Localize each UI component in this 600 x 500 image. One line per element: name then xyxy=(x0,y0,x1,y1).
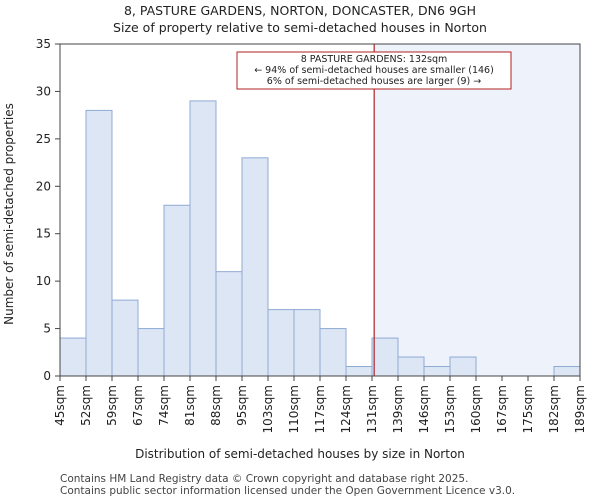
bar-110sqm xyxy=(293,309,321,377)
bar-95sqm xyxy=(241,157,269,377)
chart-title: 8, PASTURE GARDENS, NORTON, DONCASTER, D… xyxy=(124,3,476,18)
bar-117sqm xyxy=(319,328,347,377)
y-tick-label: 0 xyxy=(43,369,51,383)
annotation-line-2: ← 94% of semi-detached houses are smalle… xyxy=(254,65,494,76)
bar-103sqm xyxy=(267,309,295,377)
x-tick-label: 88sqm xyxy=(209,385,223,426)
y-axis: 0 5 10 15 20 25 30 35 xyxy=(36,37,60,383)
x-tick-label: 95sqm xyxy=(235,385,249,426)
bar-124sqm xyxy=(345,366,373,377)
footer: Contains HM Land Registry data © Crown c… xyxy=(60,473,515,497)
y-tick-label: 30 xyxy=(36,84,51,98)
x-axis-label: Distribution of semi-detached houses by … xyxy=(135,447,465,461)
x-tick-label: 175sqm xyxy=(521,385,535,433)
y-tick-label: 5 xyxy=(43,322,51,336)
bar-52sqm xyxy=(85,109,113,377)
bar-59sqm xyxy=(111,299,139,377)
y-tick-label: 20 xyxy=(36,179,51,193)
bar-131sqm xyxy=(371,337,399,377)
y-tick-label: 25 xyxy=(36,132,51,146)
bar-81sqm xyxy=(189,100,217,377)
footer-line-1: Contains HM Land Registry data © Crown c… xyxy=(60,473,469,485)
bar-146sqm xyxy=(423,366,451,377)
x-tick-label: 153sqm xyxy=(443,385,457,433)
x-tick-label: 67sqm xyxy=(131,385,145,426)
x-tick-label: 52sqm xyxy=(79,385,93,426)
y-tick-label: 15 xyxy=(36,227,51,241)
x-tick-label: 167sqm xyxy=(495,385,509,433)
highlight-region xyxy=(374,44,580,376)
x-tick-label: 103sqm xyxy=(261,385,275,433)
x-tick-label: 131sqm xyxy=(365,385,379,433)
plot-frame xyxy=(59,43,581,377)
footer-line-2: Contains public sector information licen… xyxy=(60,485,516,497)
y-axis-label: Number of semi-detached properties xyxy=(2,103,16,325)
chart-subtitle: Size of property relative to semi-detach… xyxy=(113,20,487,35)
bar-153sqm xyxy=(449,356,477,377)
x-axis: 45sqm 52sqm 59sqm 67sqm 74sqm 81sqm 88sqm 95sqm… xyxy=(53,376,587,433)
x-tick-label: 124sqm xyxy=(339,385,353,433)
x-tick-label: 81sqm xyxy=(183,385,197,426)
bar-45sqm xyxy=(59,337,87,377)
x-tick-label: 74sqm xyxy=(157,385,171,426)
x-tick-label: 59sqm xyxy=(105,385,119,426)
bar-74sqm xyxy=(163,204,191,377)
x-tick-label: 110sqm xyxy=(287,385,301,433)
x-tick-label: 146sqm xyxy=(417,385,431,433)
x-tick-label: 139sqm xyxy=(391,385,405,433)
annotation-line-1: 8 PASTURE GARDENS: 132sqm xyxy=(301,54,448,65)
bar-139sqm xyxy=(397,356,425,377)
y-tick-label: 10 xyxy=(36,274,51,288)
x-tick-label: 45sqm xyxy=(53,385,67,426)
bar-88sqm xyxy=(215,271,243,377)
x-tick-label: 160sqm xyxy=(469,385,483,433)
x-tick-label: 182sqm xyxy=(547,385,561,433)
bars-group xyxy=(59,100,581,377)
bar-182sqm xyxy=(553,366,581,377)
annotation-line-3: 6% of semi-detached houses are larger (9… xyxy=(267,76,481,87)
x-tick-label: 189sqm xyxy=(573,385,587,433)
y-tick-label: 35 xyxy=(36,37,51,51)
annotation-box xyxy=(236,51,512,90)
bar-67sqm xyxy=(137,328,165,377)
x-tick-label: 117sqm xyxy=(313,385,327,433)
